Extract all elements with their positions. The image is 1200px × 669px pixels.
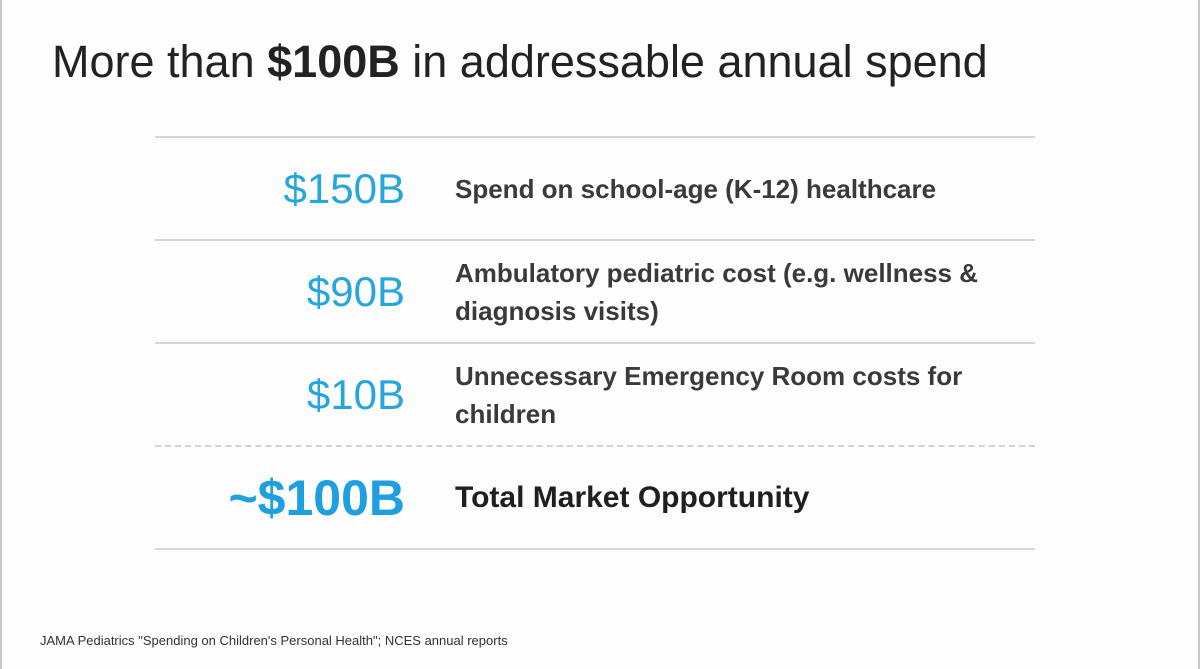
amount-description: Ambulatory pediatric cost (e.g. wellness… [455,257,979,326]
divider [155,342,1035,344]
amount-value: $10B [306,370,405,418]
amount-description: Spend on school-age (K-12) healthcare [455,173,937,204]
total-row: ~$100B Total Market Opportunity [155,447,1035,548]
amount-value: $150B [283,164,405,212]
total-amount: ~$100B [228,469,405,526]
amount-description: Unnecessary Emergency Room costs for chi… [455,360,963,429]
divider [155,548,1035,550]
amount-value: $90B [306,267,405,315]
spend-row-emergency: $10B Unnecessary Emergency Room costs fo… [155,344,1035,445]
source-footnote: JAMA Pediatrics "Spending on Children's … [40,633,508,648]
title-bold-amount: $100B [267,36,400,87]
spend-row-ambulatory: $90B Ambulatory pediatric cost (e.g. wel… [155,241,1035,342]
divider [155,239,1035,241]
slide-title: More than $100B in addressable annual sp… [52,36,988,88]
dashed-divider [155,445,1035,447]
total-description: Total Market Opportunity [455,480,810,514]
divider [155,136,1035,138]
title-suffix: in addressable annual spend [412,36,988,87]
title-prefix: More than [52,36,255,87]
spend-row-k12: $150B Spend on school-age (K-12) healthc… [155,138,1035,239]
spend-table: $150B Spend on school-age (K-12) healthc… [155,136,1035,550]
